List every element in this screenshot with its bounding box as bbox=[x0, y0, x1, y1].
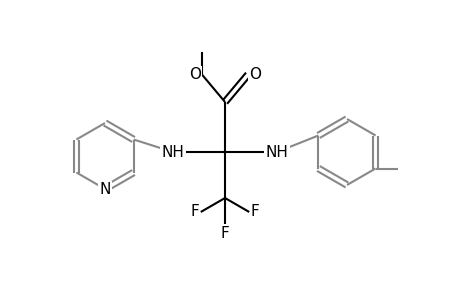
Text: N: N bbox=[99, 182, 111, 197]
Text: O: O bbox=[189, 67, 201, 82]
Text: F: F bbox=[190, 205, 199, 220]
Text: NH: NH bbox=[265, 145, 288, 160]
Text: F: F bbox=[250, 205, 259, 220]
Text: F: F bbox=[220, 226, 229, 241]
Text: NH: NH bbox=[161, 145, 184, 160]
Text: O: O bbox=[249, 67, 261, 82]
